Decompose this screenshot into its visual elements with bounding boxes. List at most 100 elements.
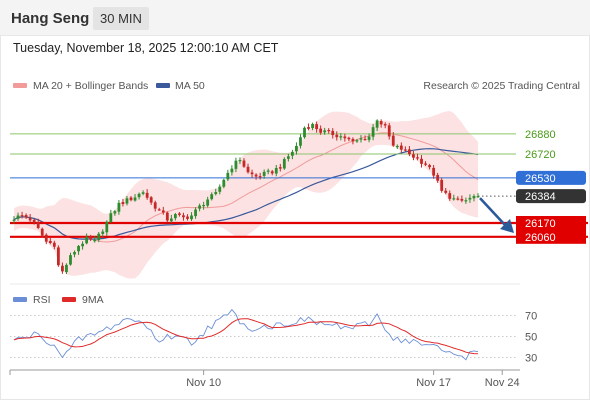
candle-body — [81, 243, 84, 247]
candle-body — [428, 165, 431, 168]
candle-body — [28, 217, 32, 221]
candle-body — [182, 215, 185, 218]
candle-body — [440, 179, 444, 191]
candle-body — [210, 194, 214, 200]
arrow-shaft — [479, 197, 506, 226]
price-tag-26530 — [516, 170, 586, 185]
candle-body — [186, 216, 189, 219]
candle-body — [101, 231, 105, 234]
candle-body — [262, 171, 266, 176]
rsi-axis-label-50: 50 — [525, 332, 537, 344]
candle-body — [85, 236, 89, 244]
candle-body — [89, 236, 93, 240]
candle-body — [460, 198, 464, 201]
candle-body — [311, 123, 314, 129]
candle-body — [468, 197, 472, 200]
candle-body — [40, 228, 44, 236]
candle-body — [246, 166, 250, 173]
candle-body — [125, 198, 129, 204]
candle-body — [61, 265, 64, 272]
candle-body — [367, 136, 371, 140]
candle-body — [230, 168, 234, 173]
candle-body — [456, 198, 460, 200]
candle-body — [420, 158, 423, 164]
candle-body — [32, 219, 36, 223]
bollinger-legend-swatch — [13, 83, 27, 88]
rsi-axis-label-70: 70 — [525, 311, 537, 323]
candle-body — [303, 127, 306, 138]
rsi-legend: RSI 9MA — [13, 294, 104, 306]
candle-body — [476, 196, 480, 198]
candle-body — [113, 211, 117, 214]
time-label-Nov 24: Nov 24 — [485, 377, 520, 389]
candle-body — [12, 219, 16, 221]
candle-body — [319, 128, 323, 133]
ma50-legend-swatch — [156, 83, 170, 88]
candle-body — [165, 212, 169, 221]
candle-body — [65, 264, 68, 273]
rsi-ma-legend-swatch — [62, 297, 76, 302]
candle-body — [432, 167, 436, 176]
candle-body — [331, 130, 335, 136]
price-tag-26170 — [516, 216, 586, 231]
candle-body — [274, 168, 278, 174]
candle-body — [226, 172, 230, 180]
candle-body — [371, 127, 375, 137]
candle-body — [286, 156, 290, 159]
candle-body — [206, 199, 210, 206]
candle-body — [387, 125, 391, 137]
candle-body — [307, 127, 310, 129]
candle-body — [416, 157, 419, 159]
candle-body — [391, 135, 395, 146]
candle-body — [424, 163, 427, 165]
candle-body — [452, 198, 456, 200]
candle-body — [343, 136, 347, 139]
time-label-Nov 17: Nov 17 — [416, 377, 451, 389]
rsi-legend-label: RSI — [33, 294, 51, 306]
candle-body — [137, 193, 141, 198]
rsi-axis-label-30: 30 — [525, 353, 537, 365]
candle-body — [266, 170, 270, 172]
candle-body — [117, 202, 121, 212]
candle-body — [44, 234, 48, 242]
candle-body — [383, 124, 387, 126]
interval-button[interactable]: 30 MIN — [93, 7, 149, 30]
candle-body — [178, 213, 181, 215]
candle-body — [327, 129, 331, 132]
level-label-26880: 26880 — [525, 129, 556, 141]
candle-body — [149, 197, 153, 203]
candle-body — [52, 242, 56, 247]
price-tag-26384 — [516, 189, 586, 204]
datetime-label: Tuesday, November 18, 2025 12:00:10 AM C… — [13, 41, 279, 55]
candle-body — [36, 222, 40, 229]
candle-body — [315, 124, 319, 130]
bollinger-band — [13, 111, 479, 279]
candle-body — [412, 154, 415, 158]
candle-body — [24, 215, 28, 218]
time-axis: Nov 10 Nov 17 Nov 24 — [9, 369, 520, 389]
candle-body — [323, 130, 327, 133]
candle-body — [472, 196, 476, 199]
candle-body — [250, 172, 254, 175]
candle-body — [16, 215, 20, 219]
candle-body — [234, 160, 238, 169]
time-label-Nov 10: Nov 10 — [186, 377, 221, 389]
price-tag-26060 — [516, 229, 586, 244]
rsi-ma-line — [13, 318, 479, 355]
header-bar: Hang Seng 30 MIN — [0, 0, 590, 36]
candle-body — [295, 145, 298, 152]
candle-body — [359, 138, 363, 140]
candle-body — [436, 175, 440, 181]
candle-body — [282, 159, 286, 169]
candle-body — [153, 202, 157, 209]
candle-body — [77, 245, 80, 252]
candle-body — [395, 145, 399, 148]
candle-body — [444, 190, 448, 193]
level-label-26720: 26720 — [525, 149, 556, 161]
candle-body — [355, 140, 359, 142]
price-tag-text-26384: 26384 — [525, 191, 556, 203]
rsi-legend-swatch — [13, 297, 27, 302]
candle-body — [347, 137, 351, 140]
price-tags: 26880 26720 26530 26384 26170 26060 — [516, 129, 586, 244]
